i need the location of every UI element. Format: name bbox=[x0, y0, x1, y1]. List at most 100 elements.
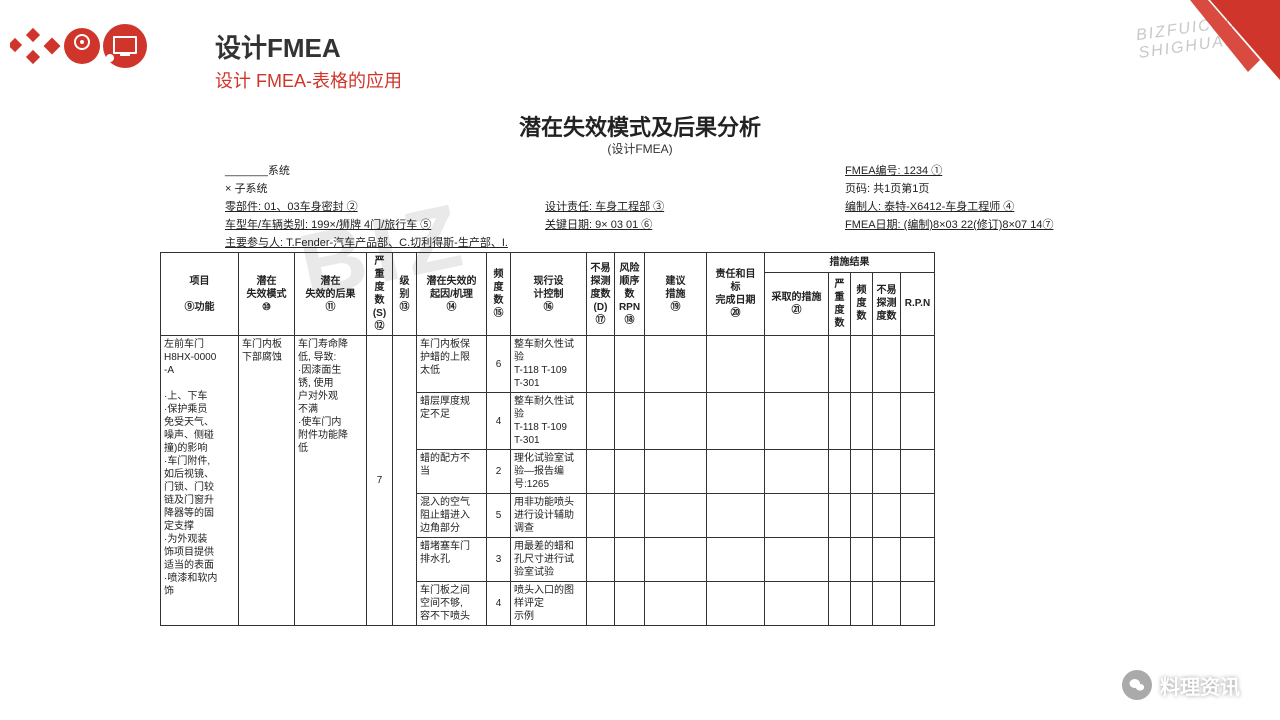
page-subtitle: 设计 FMEA-表格的应用 bbox=[215, 67, 402, 93]
cell-empty bbox=[851, 393, 873, 450]
cell-empty bbox=[901, 450, 935, 494]
cell-class bbox=[393, 336, 417, 626]
cell-empty bbox=[829, 336, 851, 393]
cell-empty bbox=[615, 582, 645, 626]
col-det: 不易探测度数(D)⑰ bbox=[587, 253, 615, 336]
cell-empty bbox=[587, 393, 615, 450]
cell-empty bbox=[829, 494, 851, 538]
col-class: 级别⑬ bbox=[393, 253, 417, 336]
cell-empty bbox=[615, 494, 645, 538]
cell-empty bbox=[615, 393, 645, 450]
cell-mode: 车门内板下部腐蚀 bbox=[239, 336, 295, 626]
cell-empty bbox=[615, 538, 645, 582]
corner-decoration bbox=[10, 20, 170, 80]
meta-block: _______系统 FMEA编号: 1234 ① × 子系统 页码: 共1页第1… bbox=[225, 162, 1220, 232]
cell-empty bbox=[901, 393, 935, 450]
fmea-table: 项目⑨功能 潜在失效模式⑩ 潜在失效的后果⑪ 严重度数(S)⑫ 级别⑬ 潜在失效… bbox=[160, 252, 935, 626]
cell-empty bbox=[707, 494, 765, 538]
cell-empty bbox=[645, 336, 707, 393]
cell-empty bbox=[645, 582, 707, 626]
cell-empty bbox=[873, 582, 901, 626]
cell-empty bbox=[765, 393, 829, 450]
form-subtitle: (设计FMEA) bbox=[0, 140, 1280, 157]
cell-effect: 车门寿命降低, 导致:·因漆面生锈, 使用户对外观不满·使车门内附件功能降低 bbox=[295, 336, 367, 626]
meta-prepared: 编制人: 泰特-X6412-车身工程师 ④ bbox=[845, 198, 1220, 214]
title-bold: 设计 bbox=[215, 33, 267, 63]
col-rpn: 风险顺序数RPN⑱ bbox=[615, 253, 645, 336]
col-sev2: 严重度数 bbox=[829, 272, 851, 335]
wechat-icon bbox=[1122, 670, 1152, 700]
col-rec: 建议措施⑲ bbox=[645, 253, 707, 336]
cell-empty bbox=[873, 450, 901, 494]
meta-fmea-date: FMEA日期: (编制)8×03 22(修订)8×07 14⑦ bbox=[845, 216, 1220, 232]
col-item: 项目⑨功能 bbox=[161, 253, 239, 336]
cell-empty bbox=[707, 582, 765, 626]
col-occ2: 频度数 bbox=[851, 272, 873, 335]
cell-occ: 2 bbox=[487, 450, 511, 494]
col-ctrl: 现行设计控制⑯ bbox=[511, 253, 587, 336]
wechat-footer: 料理资讯 bbox=[1122, 670, 1240, 700]
cell-empty bbox=[901, 336, 935, 393]
cell-ctrl: 用非功能喷头进行设计辅助调查 bbox=[511, 494, 587, 538]
cell-empty bbox=[765, 538, 829, 582]
cell-cause: 蜡的配方不当 bbox=[417, 450, 487, 494]
cell-empty bbox=[901, 494, 935, 538]
cell-occ: 6 bbox=[487, 336, 511, 393]
cell-item: 左前车门H8HX-0000-A·上、下车·保护乘员免受天气、噪声、侧碰撞)的影响… bbox=[161, 336, 239, 626]
cell-empty bbox=[645, 393, 707, 450]
cell-empty bbox=[851, 450, 873, 494]
meta-model: 车型年/车辆类别: 199×/狮牌 4门/旅行车 ⑤ bbox=[225, 216, 545, 232]
cell-empty bbox=[707, 393, 765, 450]
cell-empty bbox=[587, 538, 615, 582]
cell-empty bbox=[829, 450, 851, 494]
meta-subsystem: × 子系统 bbox=[225, 180, 545, 196]
cell-cause: 蜡层厚度规定不足 bbox=[417, 393, 487, 450]
cell-empty bbox=[851, 494, 873, 538]
cell-empty bbox=[587, 582, 615, 626]
cell-empty bbox=[829, 582, 851, 626]
corner-tr-shape bbox=[1140, 0, 1280, 100]
fmea-tbody: 左前车门H8HX-0000-A·上、下车·保护乘员免受天气、噪声、侧碰撞)的影响… bbox=[161, 336, 935, 626]
cell-empty bbox=[901, 538, 935, 582]
meta-component: 零部件: 01、03车身密封 ② bbox=[225, 198, 545, 214]
cell-empty bbox=[851, 538, 873, 582]
cell-empty bbox=[765, 582, 829, 626]
cell-empty bbox=[587, 336, 615, 393]
col-act: 采取的措施㉑ bbox=[765, 272, 829, 335]
col-det2: 不易探测度数 bbox=[873, 272, 901, 335]
page-title: 设计FMEA bbox=[215, 28, 402, 65]
col-results: 措施结果 bbox=[765, 253, 935, 273]
cell-sev: 7 bbox=[367, 336, 393, 626]
cell-ctrl: 喷头入口的图样评定示例 bbox=[511, 582, 587, 626]
cell-empty bbox=[851, 336, 873, 393]
cell-empty bbox=[587, 494, 615, 538]
cell-cause: 混入的空气阻止蜡进入边角部分 bbox=[417, 494, 487, 538]
cell-empty bbox=[829, 538, 851, 582]
cell-occ: 4 bbox=[487, 582, 511, 626]
cell-empty bbox=[873, 494, 901, 538]
cell-empty bbox=[873, 336, 901, 393]
cell-empty bbox=[615, 336, 645, 393]
meta-keydate: 关键日期: 9× 03 01 ⑥ bbox=[545, 216, 845, 232]
col-effect: 潜在失效的后果⑪ bbox=[295, 253, 367, 336]
meta-design-resp: 设计责任: 车身工程部 ③ bbox=[545, 198, 845, 214]
cell-occ: 4 bbox=[487, 393, 511, 450]
meta-participants: 主要参与人: T.Fender-汽车产品部、C.切利得斯-生产部、I. bbox=[225, 234, 508, 250]
cell-empty bbox=[645, 450, 707, 494]
cell-occ: 5 bbox=[487, 494, 511, 538]
form-title: 潜在失效模式及后果分析 bbox=[0, 110, 1280, 142]
wechat-label: 料理资讯 bbox=[1160, 671, 1240, 700]
cell-empty bbox=[765, 494, 829, 538]
cell-empty bbox=[587, 450, 615, 494]
col-rpn2: R.P.N bbox=[901, 272, 935, 335]
cell-ctrl: 整车耐久性试验T-118 T-109T-301 bbox=[511, 393, 587, 450]
cell-empty bbox=[707, 450, 765, 494]
cell-empty bbox=[707, 538, 765, 582]
header: 设计FMEA 设计 FMEA-表格的应用 bbox=[215, 28, 402, 93]
meta-page: 页码: 共1页第1页 bbox=[845, 180, 1220, 196]
col-occ: 频度数⑮ bbox=[487, 253, 511, 336]
cell-empty bbox=[873, 538, 901, 582]
cell-cause: 车门板之间空间不够,容不下喷头 bbox=[417, 582, 487, 626]
cell-empty bbox=[765, 450, 829, 494]
cell-empty bbox=[707, 336, 765, 393]
